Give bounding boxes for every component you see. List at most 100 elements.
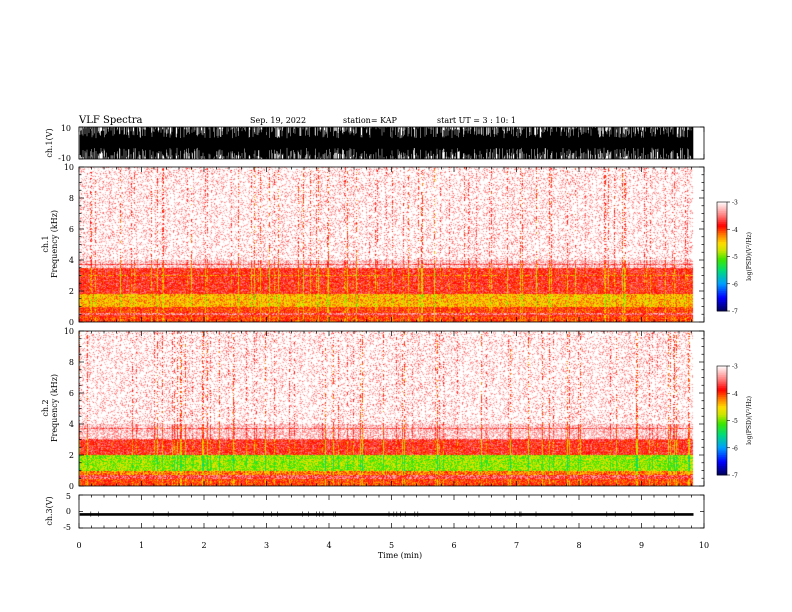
- colorbar-segment: [717, 396, 727, 400]
- colorbar-label: log(PSD)(V²/Hz): [746, 396, 753, 445]
- colorbar-segment: [717, 384, 727, 387]
- ch3-waveform-trace: [79, 511, 694, 517]
- x-tick-label: 0: [76, 541, 81, 550]
- colorbar-segment: [717, 254, 727, 257]
- colorbar-segment: [717, 229, 727, 232]
- ch1-ytick-top: 10: [61, 124, 71, 133]
- ch1-ytick-bottom: -10: [58, 154, 71, 163]
- ch2-spectrogram-image: [79, 331, 704, 486]
- colorbar-segment: [717, 431, 727, 434]
- start-ut-label: start UT = 3 : 10: 1: [437, 116, 516, 125]
- colorbar-segment: [717, 232, 727, 236]
- ch3-waveform-line: [79, 511, 694, 517]
- colorbar-segment: [717, 283, 727, 286]
- x-tick-label: 2: [201, 541, 206, 550]
- x-tick-label: 7: [514, 541, 519, 550]
- colorbar-segment: [717, 409, 727, 412]
- colorbar-segment: [717, 212, 727, 216]
- colorbar-segment: [717, 382, 727, 385]
- colorbar-segment: [717, 205, 727, 208]
- x-tick-label: 6: [451, 541, 456, 550]
- colorbar-segment: [717, 220, 727, 223]
- colorbar-segment: [717, 458, 727, 461]
- colorbar-segment: [717, 261, 727, 265]
- ch2-colorbar: -3 -4 -5 -6 -7 log(PSD)(V²/Hz): [716, 364, 753, 480]
- colorbar-segment: [717, 202, 727, 205]
- x-tick-label: 5: [389, 541, 394, 550]
- ch3-waveform-ylabel: ch.3(V): [45, 496, 54, 525]
- colorbar-segment: [717, 375, 727, 378]
- ch3-ytick-mid: 0: [66, 507, 71, 516]
- colorbar-segment: [717, 214, 727, 217]
- colorbar-segment: [717, 445, 727, 449]
- colorbar-segment: [717, 456, 727, 460]
- colorbar-segment: [717, 425, 727, 429]
- colorbar-segment: [717, 298, 727, 301]
- figure-title: VLF Spectra: [78, 115, 143, 126]
- colorbar-segment: [717, 473, 727, 476]
- colorbar-segment: [717, 465, 727, 469]
- colorbar-tick-label: -7: [732, 309, 738, 316]
- colorbar-segment: [717, 218, 727, 221]
- colorbar-segment: [717, 252, 727, 256]
- ch1-waveform-trace: [79, 127, 694, 159]
- colorbar-segment: [717, 378, 727, 381]
- colorbar-segment: [717, 258, 727, 261]
- y-tick-label: 10: [64, 163, 74, 172]
- colorbar-segment: [717, 234, 727, 237]
- colorbar-segment: [717, 289, 727, 292]
- colorbar-segment: [717, 453, 727, 456]
- colorbar-segment: [717, 281, 727, 285]
- colorbar-segment: [717, 387, 727, 391]
- colorbar-label: log(PSD)(V²/Hz): [746, 232, 753, 281]
- colorbar-segment: [717, 292, 727, 296]
- station-label: station= KAP: [343, 116, 398, 125]
- time-axis-tick-labels: 0 1 2 3 4 5 6 7 8 9 10: [76, 541, 709, 550]
- colorbar-segment: [717, 420, 727, 423]
- colorbar-segment: [717, 203, 727, 207]
- colorbar-segment: [717, 422, 727, 425]
- x-tick-label: 9: [639, 541, 644, 550]
- y-tick-label: 0: [69, 318, 74, 327]
- colorbar-segment: [717, 301, 727, 305]
- y-tick-label: 8: [69, 358, 74, 367]
- colorbar-segment: [717, 427, 727, 430]
- colorbar-segment: [717, 462, 727, 465]
- y-tick-label: 8: [69, 194, 74, 203]
- colorbar-segment: [717, 373, 727, 376]
- y-tick-label: 2: [69, 451, 74, 460]
- colorbar-segment: [717, 256, 727, 259]
- colorbar-segment: [717, 402, 727, 405]
- colorbar-tick-label: -3: [732, 200, 738, 207]
- colorbar-segment: [717, 260, 727, 263]
- colorbar-segment: [717, 272, 727, 276]
- colorbar-segment: [717, 245, 727, 248]
- x-tick-label: 10: [699, 541, 709, 550]
- colorbar-segment: [717, 436, 727, 440]
- colorbar-segment: [717, 241, 727, 245]
- colorbar-segment: [717, 435, 727, 438]
- time-axis-label: Time (min): [378, 551, 422, 560]
- colorbar-segment: [717, 404, 727, 407]
- colorbar-segment: [717, 216, 727, 219]
- colorbar-segment: [717, 460, 727, 463]
- colorbar-segment: [717, 238, 727, 241]
- colorbar-segment: [717, 455, 727, 458]
- colorbar-segment: [717, 464, 727, 467]
- colorbar-segment: [717, 415, 727, 418]
- ch3-ytick-bottom: -5: [63, 523, 71, 532]
- ch1-spectrogram-ylabel: Frequency (kHz): [50, 210, 59, 278]
- colorbar-segment: [717, 411, 727, 414]
- y-tick-label: 4: [69, 420, 74, 429]
- colorbar-segment: [717, 223, 727, 227]
- y-tick-label: 4: [69, 256, 74, 265]
- ch1-waveform-ylabel: ch.1(V): [45, 128, 54, 157]
- colorbar-segment: [717, 398, 727, 401]
- colorbar-segment: [717, 243, 727, 246]
- colorbar-segment: [717, 389, 727, 392]
- colorbar-segment: [717, 367, 727, 371]
- colorbar-segment: [717, 393, 727, 396]
- ch2-spectrogram-channel-label: ch.2: [41, 399, 50, 416]
- colorbar-tick-label: -7: [732, 473, 738, 480]
- colorbar-segment: [717, 405, 727, 409]
